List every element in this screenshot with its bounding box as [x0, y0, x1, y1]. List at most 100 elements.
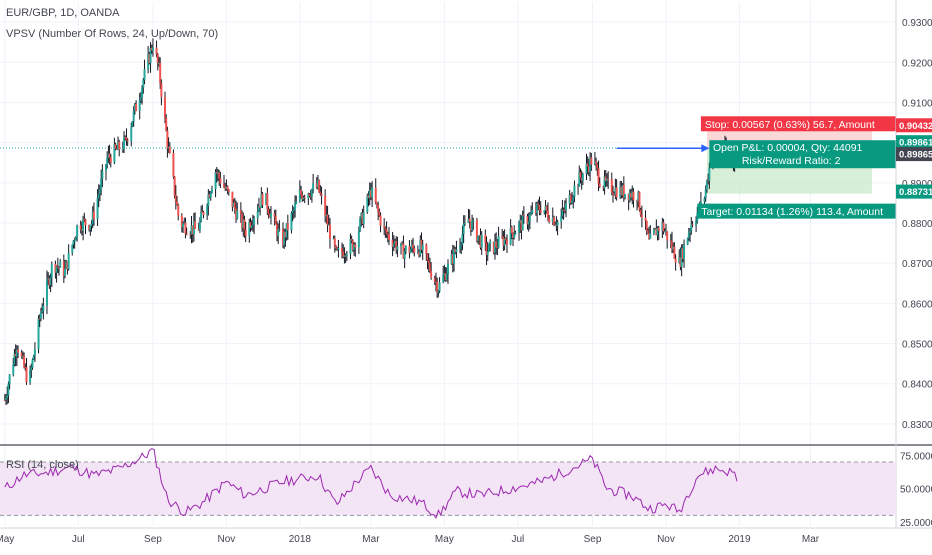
candle: [73, 237, 76, 249]
symbol-legend[interactable]: EUR/GBP, 1D, OANDA: [6, 7, 120, 19]
candle: [90, 220, 93, 232]
candle: [357, 226, 360, 254]
candle-body: [509, 227, 512, 245]
candle: [469, 221, 472, 236]
candle: [223, 174, 225, 189]
candle: [443, 264, 446, 282]
candle: [560, 208, 563, 229]
candle-body: [413, 248, 416, 253]
candle-body: [664, 231, 667, 233]
candle: [655, 219, 658, 236]
candle-body: [705, 180, 708, 190]
candle: [31, 358, 34, 370]
candle-body: [673, 246, 676, 259]
candle-body: [652, 229, 655, 234]
candle: [242, 212, 245, 237]
price-axis: 0.930000.920000.910000.900000.890000.880…: [902, 18, 932, 431]
candle-body: [256, 211, 259, 219]
rsi-legend[interactable]: RSI (14, close): [6, 459, 79, 471]
candle: [269, 206, 272, 225]
candle-body: [501, 236, 504, 238]
candle: [182, 221, 185, 234]
candle-body: [251, 224, 254, 226]
candle-body: [274, 216, 277, 225]
candle-body: [504, 238, 507, 241]
candle-body: [655, 228, 658, 236]
rr-text: Risk/Reward Ratio: 2: [742, 155, 841, 167]
candle-body: [312, 183, 315, 190]
candle: [404, 245, 407, 255]
candle-body: [657, 227, 660, 231]
candle: [139, 91, 142, 104]
candle: [84, 218, 87, 235]
candle-body: [232, 202, 235, 207]
candle-body: [640, 214, 643, 218]
candle: [239, 202, 242, 223]
candle: [578, 165, 581, 187]
candle: [290, 211, 293, 234]
candle-body: [192, 221, 195, 235]
candle-body: [236, 210, 239, 219]
candle-body: [416, 251, 419, 253]
candle: [597, 160, 600, 192]
candle: [319, 185, 322, 196]
candle: [386, 231, 389, 243]
rsi-axis: 75.0000 50.0000 25.0000: [900, 451, 932, 529]
candle-body: [510, 227, 513, 234]
candle-body: [249, 222, 252, 228]
candle-body: [342, 251, 345, 257]
candle: [615, 179, 618, 201]
candle: [620, 181, 623, 199]
candle: [20, 349, 23, 359]
candle: [577, 183, 580, 195]
candle: [83, 212, 86, 223]
candle-body: [607, 178, 610, 180]
candle-body: [104, 164, 107, 171]
candle: [150, 44, 153, 54]
candle-body: [671, 241, 673, 250]
pnl-text: Open P&L: 0.00004, Qty: 44091: [713, 142, 863, 154]
candle-body: [437, 291, 440, 293]
candle: [349, 233, 352, 260]
candle-body: [404, 246, 407, 252]
candle-body: [662, 222, 665, 232]
candle-body: [14, 353, 17, 357]
candle-body: [301, 194, 304, 200]
candle: [168, 142, 171, 154]
candle: [585, 153, 588, 181]
candle-body: [307, 193, 310, 199]
candle-body: [562, 209, 565, 211]
candle: [118, 139, 121, 157]
candle: [689, 228, 692, 243]
candle-body: [76, 225, 79, 238]
candle: [624, 193, 627, 200]
y-tick-label: 0.83000: [902, 420, 932, 431]
candle-body: [678, 257, 681, 263]
candle-body: [125, 137, 128, 140]
candle-body: [519, 220, 522, 224]
candle: [661, 217, 664, 239]
candle-body: [402, 243, 405, 259]
candle-body: [430, 270, 433, 278]
candle-body: [132, 110, 135, 122]
candle-body: [556, 221, 559, 226]
candle-body: [543, 210, 546, 213]
candle: [442, 265, 445, 284]
candle-body: [89, 226, 92, 230]
candle-body: [82, 219, 85, 231]
candle-body: [546, 210, 549, 219]
candle-body: [467, 218, 470, 223]
candle: [526, 213, 529, 230]
candle-body: [654, 228, 657, 230]
candle-body: [174, 194, 177, 202]
candle: [24, 363, 27, 371]
vpsv-legend[interactable]: VPSV (Number Of Rows, 24, Up/Down, 70): [6, 28, 219, 40]
candle-body: [168, 146, 171, 153]
candle-body: [290, 213, 293, 230]
candle: [260, 187, 263, 209]
candle-body: [428, 262, 431, 271]
candle-body: [96, 198, 99, 220]
candle-body: [469, 221, 472, 231]
